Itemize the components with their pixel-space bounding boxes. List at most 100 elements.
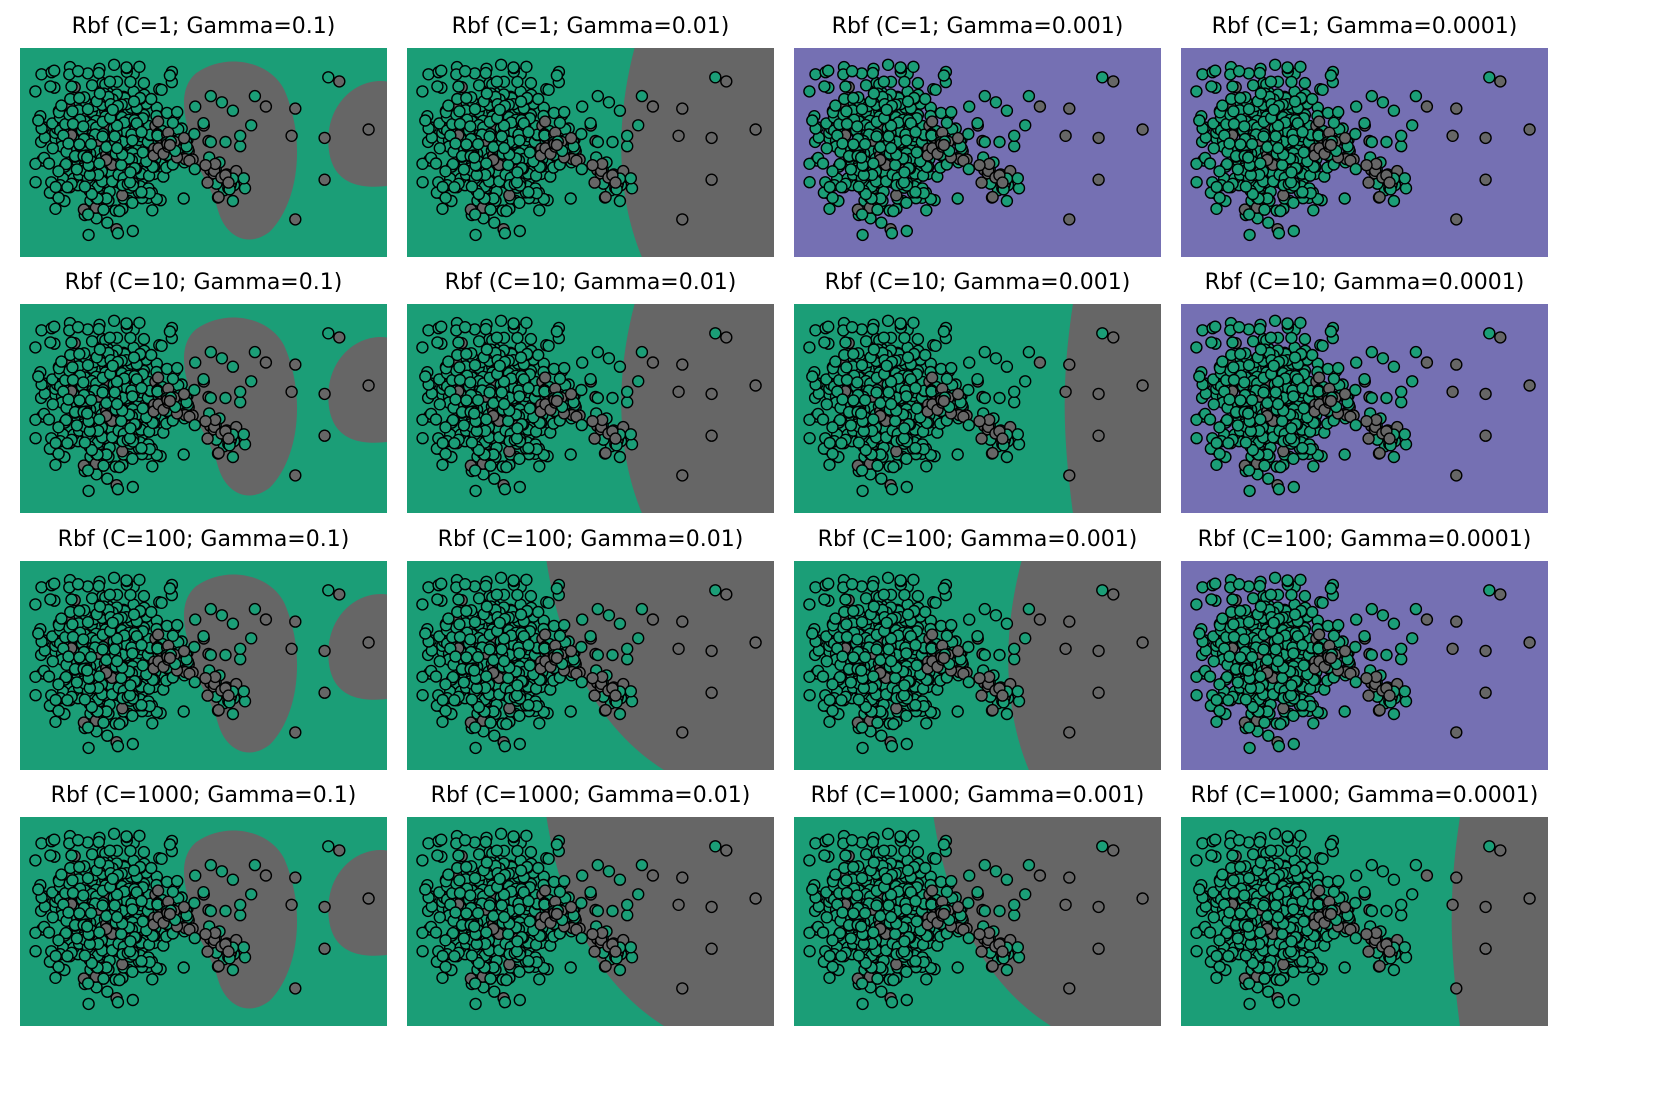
data-point [909,125,922,139]
data-point [1232,65,1246,78]
data-point [1271,397,1285,411]
data-point [160,106,174,120]
data-point [1298,76,1312,90]
data-point [1420,100,1434,113]
data-point [591,89,605,103]
subplot-title: Rbf (C=10; Gamma=0.1) [64,270,343,295]
data-point [453,105,466,118]
data-point [1288,351,1302,364]
data-point [1193,370,1206,383]
data-point [856,228,869,242]
data-point [71,321,85,334]
data-point [511,422,524,435]
data-point [1000,450,1014,464]
data-point [803,431,816,445]
data-point [550,325,564,338]
data-point [986,446,999,460]
subplot-title: Rbf (C=1; Gamma=0.0001) [1211,14,1518,39]
data-point [212,446,225,460]
data-point [1373,190,1386,204]
data-point [885,482,899,496]
data-point [219,391,232,405]
data-point [531,92,545,106]
data-point [52,421,65,434]
data-point [84,137,98,151]
data-point [1349,356,1363,369]
data-point [940,116,954,130]
data-point [975,176,988,189]
data-point [479,66,493,80]
data-point [851,376,864,389]
data-point [453,361,466,374]
data-point [1213,191,1226,205]
data-point [676,469,689,482]
data-point [1007,395,1021,409]
data-point [29,341,42,354]
data-point [1226,80,1239,93]
data-point [1063,358,1076,371]
data-point [1238,376,1251,389]
data-point [452,80,465,93]
data-point [925,115,939,128]
data-point [136,402,150,415]
data-point [80,407,94,420]
data-point [107,571,121,584]
data-point [1107,331,1120,344]
data-point [822,320,835,333]
data-point [635,345,649,359]
data-point [1287,134,1300,147]
data-point [442,99,455,112]
data-point [907,60,920,73]
data-point [199,158,212,172]
data-point [289,213,302,226]
data-point [859,187,873,201]
data-point [1258,203,1271,216]
data-point [29,157,42,171]
data-point [1321,362,1335,376]
data-point [620,139,634,153]
data-point [1196,324,1209,337]
data-point [1365,89,1379,103]
data-point [1327,372,1341,386]
data-point [468,464,482,477]
data-point [82,484,95,498]
data-point [1033,100,1047,113]
data-point [606,135,619,149]
data-point [1287,390,1300,403]
data-point [951,387,965,401]
data-point [226,360,240,373]
data-point [809,68,822,81]
data-point [244,375,258,388]
data-point [78,436,92,449]
data-point [436,202,449,216]
data-point [237,428,251,441]
data-point [833,413,847,427]
data-point [937,69,951,82]
data-point [85,443,99,457]
data-point [49,436,62,450]
data-point [820,398,833,411]
data-point [1268,58,1282,71]
data-point [436,436,449,450]
data-point [803,85,816,98]
data-point [62,393,75,406]
decision-region [621,304,774,513]
data-point [1297,146,1311,159]
plot-area [20,48,387,257]
data-point [1373,446,1386,460]
data-point [472,187,486,201]
data-point [1274,460,1287,474]
subplot-panel: Rbf (C=1; Gamma=0.01) [407,14,774,257]
data-point [909,185,922,199]
data-point [1287,480,1301,494]
data-point [934,362,948,376]
data-point [1190,157,1203,171]
data-point [631,119,645,132]
data-point [900,390,913,403]
data-point [1213,421,1226,434]
data-point [464,376,477,389]
data-point [1262,216,1275,229]
data-point [1193,114,1206,127]
data-point [93,87,107,100]
data-point [259,100,273,113]
